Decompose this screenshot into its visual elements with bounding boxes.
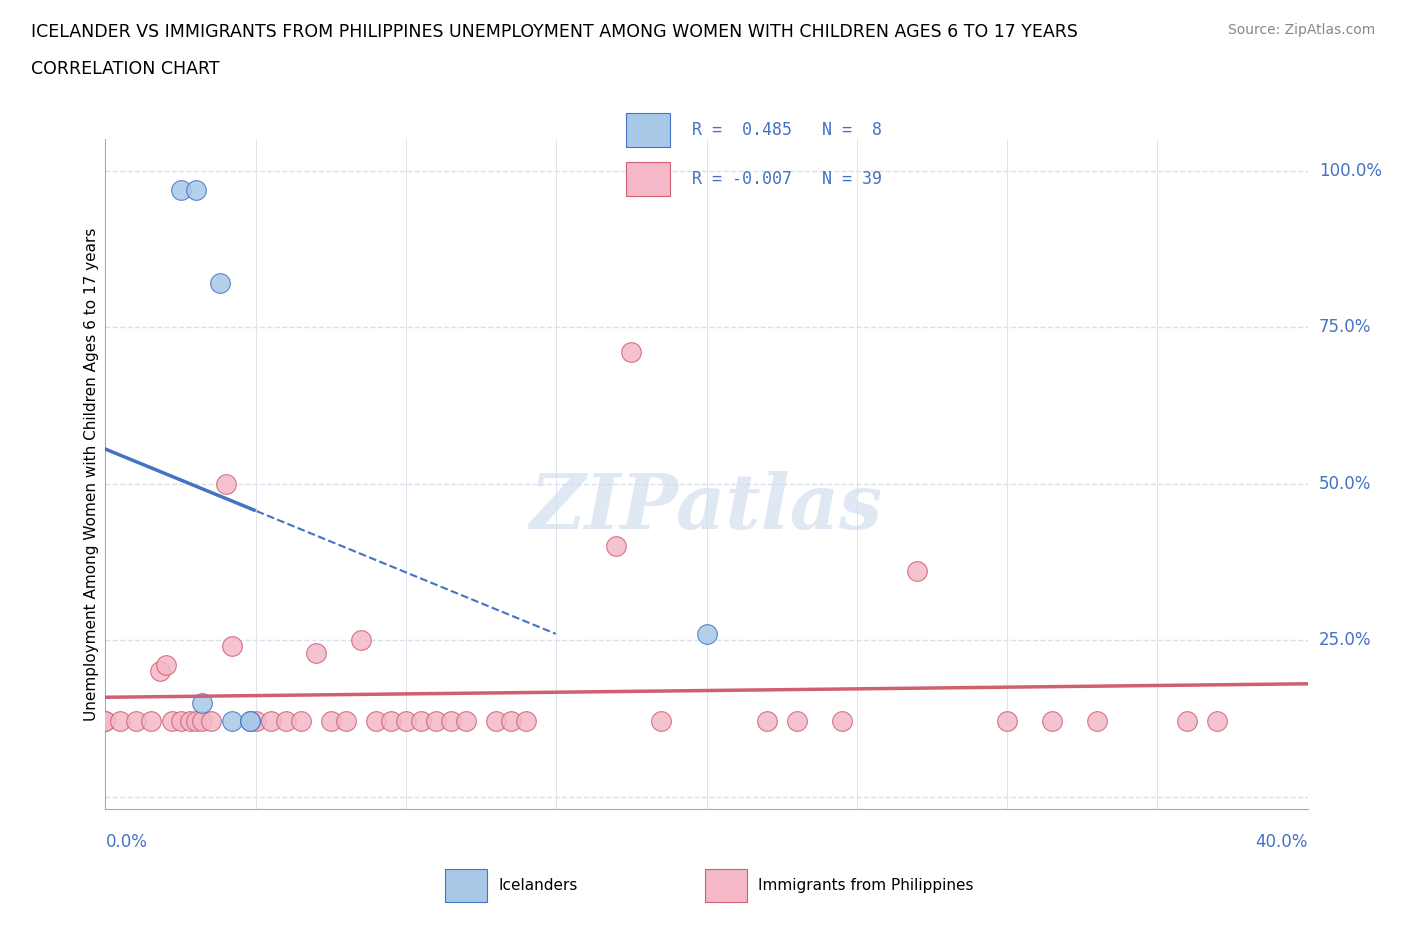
- Point: [440, 714, 463, 729]
- Point: [605, 538, 627, 553]
- Point: [169, 714, 191, 729]
- Point: [179, 714, 201, 729]
- Text: 0.0%: 0.0%: [105, 832, 148, 851]
- Point: [515, 714, 537, 729]
- Point: [755, 714, 778, 729]
- Text: ICELANDER VS IMMIGRANTS FROM PHILIPPINES UNEMPLOYMENT AMONG WOMEN WITH CHILDREN : ICELANDER VS IMMIGRANTS FROM PHILIPPINES…: [31, 23, 1078, 41]
- Point: [1206, 714, 1229, 729]
- Text: 100.0%: 100.0%: [1319, 162, 1382, 179]
- Point: [208, 276, 231, 291]
- Point: [650, 714, 672, 729]
- Point: [485, 714, 508, 729]
- Point: [274, 714, 297, 729]
- Point: [94, 714, 117, 729]
- Point: [110, 714, 132, 729]
- Point: [124, 714, 146, 729]
- FancyBboxPatch shape: [626, 113, 671, 147]
- Point: [319, 714, 342, 729]
- Text: R = -0.007   N = 39: R = -0.007 N = 39: [692, 170, 882, 188]
- Point: [169, 182, 191, 197]
- Point: [160, 714, 183, 729]
- Point: [1085, 714, 1108, 729]
- Point: [409, 714, 432, 729]
- Point: [620, 345, 643, 360]
- Point: [454, 714, 477, 729]
- Text: 25.0%: 25.0%: [1319, 631, 1371, 649]
- Text: 40.0%: 40.0%: [1256, 832, 1308, 851]
- Text: CORRELATION CHART: CORRELATION CHART: [31, 60, 219, 78]
- Text: ZIPatlas: ZIPatlas: [530, 471, 883, 545]
- Point: [425, 714, 447, 729]
- Point: [221, 714, 243, 729]
- Text: Immigrants from Philippines: Immigrants from Philippines: [758, 878, 974, 894]
- Point: [214, 476, 236, 491]
- Point: [1175, 714, 1198, 729]
- Point: [148, 664, 170, 679]
- Point: [260, 714, 283, 729]
- FancyBboxPatch shape: [706, 870, 747, 902]
- Point: [184, 714, 207, 729]
- Point: [239, 714, 262, 729]
- Text: 75.0%: 75.0%: [1319, 318, 1371, 337]
- Point: [94, 714, 117, 729]
- Point: [501, 714, 523, 729]
- Point: [395, 714, 418, 729]
- Point: [831, 714, 853, 729]
- Point: [364, 714, 387, 729]
- Point: [245, 714, 267, 729]
- Y-axis label: Unemployment Among Women with Children Ages 6 to 17 years: Unemployment Among Women with Children A…: [83, 228, 98, 721]
- Text: Source: ZipAtlas.com: Source: ZipAtlas.com: [1227, 23, 1375, 37]
- Point: [221, 639, 243, 654]
- FancyBboxPatch shape: [446, 870, 486, 902]
- Point: [200, 714, 222, 729]
- Text: 50.0%: 50.0%: [1319, 474, 1371, 493]
- Text: R =  0.485   N =  8: R = 0.485 N = 8: [692, 121, 882, 140]
- Point: [786, 714, 808, 729]
- Point: [696, 627, 718, 642]
- Point: [190, 714, 212, 729]
- Point: [239, 714, 262, 729]
- Point: [350, 632, 373, 647]
- Point: [995, 714, 1018, 729]
- Point: [380, 714, 402, 729]
- Point: [905, 564, 928, 578]
- Point: [1040, 714, 1063, 729]
- Point: [305, 645, 328, 660]
- Point: [184, 182, 207, 197]
- Point: [155, 658, 177, 672]
- Point: [139, 714, 162, 729]
- Point: [290, 714, 312, 729]
- Point: [335, 714, 357, 729]
- FancyBboxPatch shape: [626, 162, 671, 196]
- Point: [190, 696, 212, 711]
- Text: Icelanders: Icelanders: [499, 878, 578, 894]
